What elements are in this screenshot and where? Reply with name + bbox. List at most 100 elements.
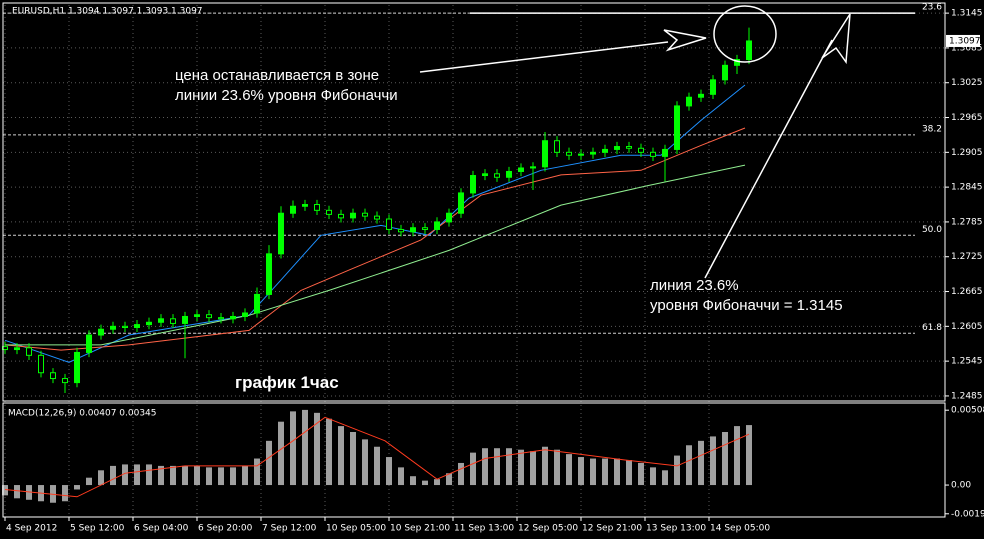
plot-area: 23.6 38.2 50.0 61.8 <box>2 3 942 503</box>
macd-bar <box>698 440 704 486</box>
current-price-box <box>946 34 980 47</box>
y-tick-label: 0.00 <box>951 481 971 491</box>
candle-body <box>638 147 644 153</box>
y-tick-label: -0.00195 <box>951 509 984 519</box>
candle-body <box>134 324 140 328</box>
candle-body <box>254 293 260 314</box>
candle-body <box>698 93 704 98</box>
candle-body <box>626 146 632 149</box>
macd-bar <box>506 448 512 486</box>
macd-bar <box>254 458 260 486</box>
y-tick-label: 1.3145 <box>951 9 983 19</box>
x-tick-label: 7 Sep 12:00 <box>262 524 317 534</box>
candle-body <box>446 212 452 223</box>
macd-bar <box>362 439 368 486</box>
macd-bar <box>110 465 116 486</box>
macd-bar <box>218 467 224 486</box>
y-tick-label: 1.2485 <box>951 391 983 401</box>
macd-bar <box>2 485 8 496</box>
candle-body <box>218 317 224 320</box>
x-tick-label: 6 Sep 04:00 <box>134 524 189 534</box>
macd-bar <box>602 458 608 486</box>
candle-body <box>374 215 380 220</box>
macd-bar <box>542 446 548 486</box>
candle-body <box>434 221 440 230</box>
y-tick-label: 1.2545 <box>951 357 983 367</box>
macd-bar <box>554 449 560 486</box>
macd-bar <box>62 485 68 502</box>
candle-body <box>506 170 512 178</box>
x-tick-label: 12 Sep 21:00 <box>582 524 642 534</box>
moving-average <box>5 164 746 346</box>
candle-body <box>350 212 356 219</box>
macd-bar <box>206 467 212 486</box>
candle-body <box>170 318 176 324</box>
macd-bar <box>686 445 692 486</box>
x-tick-label: 10 Sep 21:00 <box>390 524 450 534</box>
candle-body <box>98 328 104 336</box>
y-tick-label: 1.2605 <box>951 322 983 332</box>
y-tick-label: 1.2725 <box>951 252 983 262</box>
macd-bar <box>230 467 236 486</box>
macd-bar <box>314 412 320 486</box>
macd-bar <box>266 440 272 486</box>
candle-body <box>614 146 620 150</box>
macd-bar <box>302 409 308 486</box>
candle-body <box>38 354 44 374</box>
macd-bar <box>494 448 500 486</box>
annotation: график 1час <box>235 373 339 392</box>
candle-body <box>62 378 68 384</box>
macd-bar <box>74 485 80 490</box>
candle-body <box>554 140 560 153</box>
candle-body <box>482 173 488 177</box>
candle-body <box>74 351 80 384</box>
candle-body <box>494 173 500 178</box>
candle-body <box>326 209 332 215</box>
candle-body <box>650 151 656 157</box>
candle-body <box>422 227 428 230</box>
arrow-head <box>821 13 851 65</box>
macd-bar <box>374 446 380 486</box>
arrow-head <box>663 29 707 52</box>
candle-body <box>734 59 740 66</box>
macd-bar <box>662 470 668 486</box>
candle-body <box>206 314 212 319</box>
macd-bar <box>470 452 476 486</box>
candle-body <box>50 372 56 380</box>
macd-bar <box>326 418 332 486</box>
moving-average <box>4 127 746 351</box>
annotation: линия 23.6% <box>650 277 739 294</box>
candle-body <box>602 148 608 153</box>
candle-body <box>410 227 416 233</box>
candle-body <box>674 105 680 150</box>
macd-bar <box>290 411 296 486</box>
macd-bar <box>446 473 452 486</box>
candle-body <box>14 347 20 351</box>
x-tick-label: 14 Sep 05:00 <box>710 524 770 534</box>
candle-body <box>122 325 128 328</box>
macd-bar <box>350 432 356 486</box>
candle-body <box>86 334 92 353</box>
y-tick-label: 1.2965 <box>951 113 983 123</box>
macd-bar <box>590 458 596 486</box>
macd-bar <box>482 448 488 486</box>
grid <box>3 5 945 516</box>
candle-body <box>710 79 716 95</box>
candle-body <box>146 321 152 326</box>
highlight-circle <box>713 5 777 63</box>
signal-line <box>4 416 750 498</box>
macd-bar <box>434 479 440 486</box>
x-tick-label: 4 Sep 2012 <box>6 524 57 534</box>
macd-bar <box>650 467 656 486</box>
macd-bar <box>182 465 188 486</box>
macd-bar <box>14 485 20 499</box>
x-tick-label: 10 Sep 05:00 <box>326 524 386 534</box>
macd-bar <box>638 462 644 486</box>
macd-bar <box>530 451 536 486</box>
macd-bar <box>398 467 404 486</box>
macd-bar <box>242 465 248 486</box>
chart-title: EURUSD,H1 1.3094 1.3097 1.3093 1.3097 <box>12 7 203 17</box>
candle-body <box>242 312 248 317</box>
